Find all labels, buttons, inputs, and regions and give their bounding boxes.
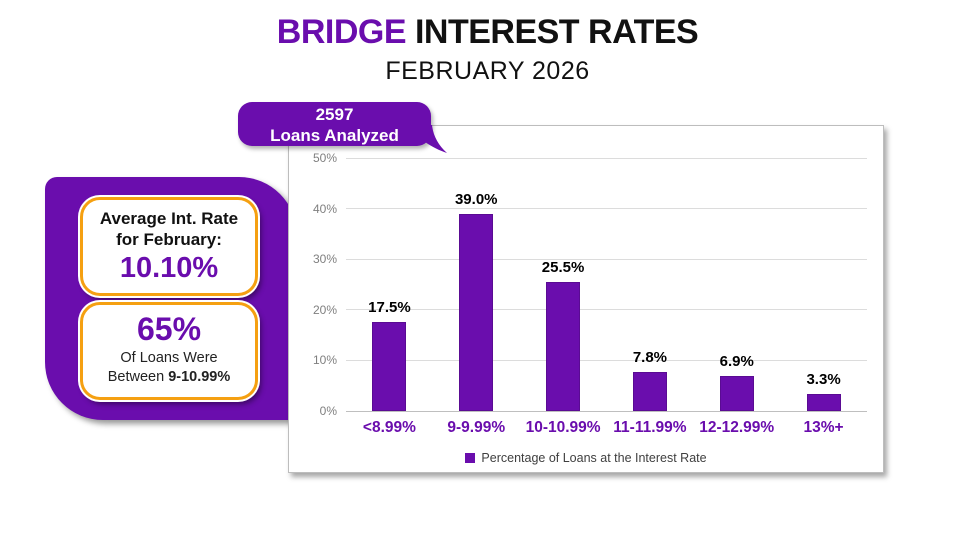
bar-value-label: 6.9%	[719, 353, 754, 371]
bar	[546, 281, 581, 411]
bar-cell: 7.8%	[607, 158, 694, 411]
majority-share-line2-prefix: Between	[107, 369, 165, 385]
page-title-rest: INTEREST RATES	[414, 13, 699, 51]
bar-cell: 39.0%	[433, 158, 520, 411]
loans-analyzed-badge: 2597 Loans Analyzed	[238, 102, 447, 153]
y-tick-label: 50%	[312, 151, 337, 165]
bar-cell: 3.3%	[780, 158, 867, 411]
y-tick-label: 0%	[319, 404, 337, 418]
legend-label: Percentage of Loans at the Interest Rate	[481, 451, 707, 465]
x-category-label: 11-11.99%	[613, 419, 687, 436]
legend-swatch-icon	[465, 453, 476, 463]
majority-share-line1: Of Loans Were	[120, 350, 218, 366]
gridline	[346, 309, 867, 311]
x-axis-line	[346, 410, 867, 412]
page-subtitle: FEBRUARY 2026	[385, 57, 590, 85]
x-category-label: 13%+	[803, 419, 844, 436]
average-rate-card: Average Int. Rate for February: 10.10%	[80, 197, 258, 296]
chart-legend: Percentage of Loans at the Interest Rate	[289, 450, 883, 466]
gridline	[346, 359, 867, 361]
bar-cell: 17.5%	[346, 158, 433, 411]
loans-analyzed-label: Loans Analyzed	[270, 126, 399, 145]
chart-panel: 0% 10% 20% 30% 40% 50% 17.5% 39.0% 25.5% 7.8% 6.9%…	[288, 125, 884, 473]
loans-analyzed-count: 2597	[315, 105, 354, 124]
gridline	[346, 258, 867, 260]
y-tick-label: 30%	[312, 252, 337, 267]
majority-share-card: 65% Of Loans Were Between 9-10.99%	[80, 302, 258, 400]
bar	[372, 322, 407, 411]
bar-value-label: 3.3%	[806, 371, 841, 389]
average-rate-value: 10.10%	[119, 252, 219, 284]
page-title-accent: BRIDGE	[276, 13, 407, 51]
bar-value-label: 17.5%	[368, 299, 411, 317]
bar	[806, 394, 841, 411]
x-category-label: 12-12.99%	[699, 419, 775, 436]
page-title: BRIDGE INTEREST RATES	[0, 13, 975, 52]
gridline	[346, 208, 867, 210]
y-tick-label: 10%	[312, 353, 337, 368]
bar-cell: 6.9%	[693, 158, 780, 411]
bar	[632, 371, 667, 411]
x-category-label: <8.99%	[362, 419, 416, 436]
category-axis: <8.99% 9-9.99% 10-10.99% 11-11.99% 12-12.99%…	[346, 419, 867, 437]
badge-tail-shape	[411, 125, 447, 153]
bar-value-label: 39.0%	[454, 190, 498, 208]
x-category-label: 10-10.99%	[525, 419, 601, 436]
gridline	[346, 157, 867, 159]
bar	[719, 376, 754, 411]
bar	[459, 213, 494, 411]
y-tick-label: 20%	[312, 302, 337, 317]
y-tick-label: 40%	[312, 201, 337, 216]
bar-cell: 25.5%	[520, 158, 607, 411]
plot-area: 0% 10% 20% 30% 40% 50% 17.5% 39.0% 25.5% 7.8% 6.9%…	[313, 151, 867, 418]
bar-value-label: 25.5%	[541, 258, 585, 276]
majority-share-line2: Between 9-10.99%	[83, 368, 255, 387]
bar-value-label: 7.8%	[632, 348, 668, 366]
average-rate-label-line1: Average Int. Rate	[99, 209, 239, 228]
x-category-label: 9-9.99%	[447, 419, 506, 436]
average-rate-label-line2: for February:	[116, 230, 222, 249]
majority-share-line2-range: 9-10.99%	[168, 369, 231, 385]
majority-share-value: 65%	[136, 311, 202, 347]
